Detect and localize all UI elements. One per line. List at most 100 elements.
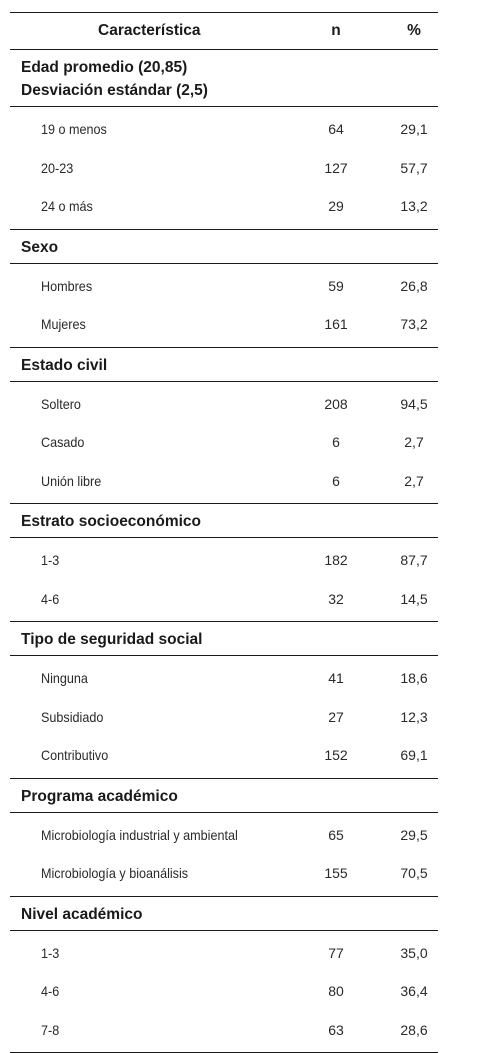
- row-label: 1-3: [41, 945, 59, 961]
- row-n: 208: [310, 396, 362, 412]
- table-body: Edad promedio (20,85)Desviación estándar…: [10, 50, 438, 1053]
- row-percent: 2,7: [392, 473, 436, 489]
- table-row: Hombres 59 26,8: [10, 267, 438, 306]
- row-percent: 69,1: [392, 747, 436, 763]
- header-characteristic: Característica: [98, 22, 201, 40]
- table-section: Sexo Hombres 59 26,8 Mujeres 161 73,2: [10, 230, 438, 348]
- section-rows: 1-3 77 35,0 4-6 80 36,4 7-8 63 28,6: [10, 930, 438, 1053]
- section-title-line: Desviación estándar (2,5): [21, 79, 438, 102]
- row-n: 63: [310, 1022, 362, 1038]
- row-label: 4-6: [41, 983, 59, 999]
- row-n: 41: [310, 670, 362, 686]
- row-label: Unión libre: [41, 473, 101, 489]
- row-percent: 57,7: [392, 160, 436, 176]
- section-title: Sexo: [10, 230, 438, 263]
- table-header: Característica n %: [10, 12, 438, 50]
- section-title: Estado civil: [10, 348, 438, 381]
- row-percent: 14,5: [392, 591, 436, 607]
- section-rows: Soltero 208 94,5 Casado 6 2,7 Unión libre 6 2,7: [10, 381, 438, 504]
- row-n: 6: [310, 473, 362, 489]
- section-title: Estrato socioeconómico: [10, 504, 438, 537]
- section-title: Programa académico: [10, 779, 438, 812]
- row-percent: 87,7: [392, 552, 436, 568]
- row-n: 80: [310, 983, 362, 999]
- row-n: 32: [310, 591, 362, 607]
- row-label: Contributivo: [41, 747, 108, 763]
- row-percent: 70,5: [392, 865, 436, 881]
- section-title: Tipo de seguridad social: [10, 622, 438, 655]
- section-rows: 1-3 182 87,7 4-6 32 14,5: [10, 537, 438, 621]
- section-title-line: Estado civil: [21, 354, 438, 377]
- row-percent: 35,0: [392, 945, 436, 961]
- table-row: Mujeres 161 73,2: [10, 305, 438, 344]
- row-percent: 2,7: [392, 434, 436, 450]
- row-n: 65: [310, 827, 362, 843]
- row-label: 24 o más: [41, 198, 93, 214]
- row-percent: 26,8: [392, 278, 436, 294]
- table-row: Soltero 208 94,5: [10, 385, 438, 424]
- row-label: Soltero: [41, 396, 81, 412]
- row-label: Mujeres: [41, 316, 86, 332]
- demographics-table: Característica n % Edad promedio (20,85)…: [10, 12, 438, 1053]
- row-n: 152: [310, 747, 362, 763]
- row-label: Ninguna: [41, 670, 88, 686]
- row-percent: 36,4: [392, 983, 436, 999]
- table-row: Unión libre 6 2,7: [10, 462, 438, 501]
- table-row: 4-6 32 14,5: [10, 580, 438, 619]
- row-n: 29: [310, 198, 362, 214]
- table-row: 4-6 80 36,4: [10, 972, 438, 1011]
- section-title-line: Edad promedio (20,85): [21, 56, 438, 79]
- row-n: 127: [310, 160, 362, 176]
- table-row: 1-3 77 35,0: [10, 934, 438, 973]
- row-n: 161: [310, 316, 362, 332]
- section-title: Nivel académico: [10, 897, 438, 930]
- row-label: Casado: [41, 434, 84, 450]
- row-n: 182: [310, 552, 362, 568]
- row-label: Subsidiado: [41, 709, 103, 725]
- section-title-line: Sexo: [21, 236, 438, 259]
- row-n: 59: [310, 278, 362, 294]
- section-title: Edad promedio (20,85)Desviación estándar…: [10, 50, 438, 106]
- row-label: 20-23: [41, 160, 73, 176]
- table-section: Programa académico Microbiología industri…: [10, 779, 438, 897]
- header-n: n: [310, 22, 362, 40]
- row-label: Hombres: [41, 278, 92, 294]
- table-row: Casado 6 2,7: [10, 423, 438, 462]
- row-percent: 12,3: [392, 709, 436, 725]
- section-title-line: Tipo de seguridad social: [21, 628, 438, 651]
- header-percent: %: [392, 22, 436, 40]
- section-title-line: Nivel académico: [21, 903, 438, 926]
- table-row: 7-8 63 28,6: [10, 1011, 438, 1050]
- row-label: 19 o menos: [41, 121, 107, 137]
- row-label: Microbiología industrial y ambiental: [41, 827, 238, 843]
- section-title-line: Programa académico: [21, 785, 438, 808]
- row-percent: 73,2: [392, 316, 436, 332]
- row-label: Microbiología y bioanálisis: [41, 865, 188, 881]
- table-row: 20-23 127 57,7: [10, 149, 438, 188]
- section-rows: Microbiología industrial y ambiental 65 29…: [10, 812, 438, 896]
- row-n: 77: [310, 945, 362, 961]
- row-label: 7-8: [41, 1022, 59, 1038]
- row-label: 1-3: [41, 552, 59, 568]
- table-section: Estrato socioeconómico 1-3 182 87,7 4-6 32 14,…: [10, 504, 438, 622]
- row-percent: 94,5: [392, 396, 436, 412]
- section-rows: Hombres 59 26,8 Mujeres 161 73,2: [10, 263, 438, 347]
- table-row: Contributivo 152 69,1: [10, 736, 438, 775]
- table-section: Nivel académico 1-3 77 35,0 4-6 80 36,4 7-8 63 28…: [10, 897, 438, 1053]
- row-n: 6: [310, 434, 362, 450]
- table-row: Microbiología industrial y ambiental 65 29…: [10, 816, 438, 855]
- row-percent: 29,5: [392, 827, 436, 843]
- row-label: 4-6: [41, 591, 59, 607]
- row-percent: 18,6: [392, 670, 436, 686]
- row-n: 155: [310, 865, 362, 881]
- row-percent: 28,6: [392, 1022, 436, 1038]
- table-row: 1-3 182 87,7: [10, 541, 438, 580]
- section-title-line: Estrato socioeconómico: [21, 510, 438, 533]
- table-section: Edad promedio (20,85)Desviación estándar…: [10, 50, 438, 230]
- table-section: Tipo de seguridad social Ninguna 41 18,6 Sub…: [10, 622, 438, 779]
